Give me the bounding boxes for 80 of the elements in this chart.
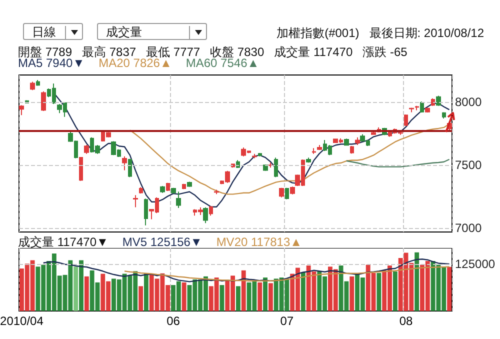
candlestick (79, 156, 83, 182)
candlestick (279, 187, 284, 198)
candlestick (133, 194, 138, 208)
candlestick (404, 114, 408, 126)
chart-subtitle: 開盤 7789 最高 7837 最低 7777 收盤 7830 成交量 117470 漲跌 -65 (18, 44, 408, 59)
y-tick-label: 8000 (455, 95, 482, 110)
x-tick-label: 07 (280, 314, 294, 328)
candlestick (144, 198, 148, 226)
bar (79, 260, 84, 311)
candlestick (355, 136, 360, 146)
bar (258, 282, 262, 311)
candlestick (252, 153, 257, 159)
bar (350, 276, 354, 311)
bar (447, 266, 452, 311)
candlestick (350, 145, 354, 154)
candlestick (344, 138, 349, 146)
candlestick (128, 158, 132, 178)
bar (236, 286, 240, 311)
bar (144, 273, 148, 311)
bar (182, 282, 186, 311)
candlestick (263, 164, 268, 172)
candlestick (317, 144, 322, 151)
candlestick (415, 105, 419, 111)
candlestick (41, 90, 46, 112)
line-series (346, 158, 450, 168)
candlestick (122, 156, 127, 171)
candlestick (442, 112, 446, 120)
candlestick (182, 183, 186, 190)
candlestick (36, 80, 40, 86)
candlestick (371, 130, 376, 136)
candlestick (285, 187, 289, 200)
text: MV5 125156▼ (122, 235, 202, 249)
y-tick-label: 125000 (455, 256, 496, 271)
candlestick (306, 157, 311, 164)
candlestick (274, 157, 278, 178)
candlestick (409, 107, 414, 113)
candlestick (312, 148, 316, 154)
candlestick (160, 185, 165, 194)
bar (220, 285, 224, 311)
candlestick (30, 81, 35, 91)
candlestick (231, 163, 235, 168)
y-tick-label: 7000 (455, 221, 482, 236)
x-tick-label: 06 (166, 314, 180, 328)
candlestick (19, 104, 24, 116)
candlestick (290, 186, 295, 195)
candlestick (258, 152, 262, 157)
x-tick-label: 08 (399, 314, 413, 328)
candlestick (420, 100, 424, 113)
bar (263, 278, 268, 311)
candlestick (209, 206, 213, 216)
text: 日線 (23, 23, 83, 40)
bar (300, 272, 306, 311)
candlestick (187, 181, 192, 188)
candlestick (176, 191, 181, 209)
candlestick (139, 186, 143, 194)
bar (392, 272, 398, 311)
bar (74, 266, 78, 311)
candlestick (171, 187, 176, 194)
bar (241, 270, 246, 311)
candlestick (203, 206, 208, 224)
candlestick (425, 107, 430, 113)
line-series (54, 92, 450, 208)
candlestick (214, 189, 219, 195)
candlestick (166, 182, 170, 192)
bar (84, 276, 89, 311)
text: MV20 117813▲ (216, 235, 302, 249)
text: 成交量 (97, 23, 207, 40)
bar (138, 286, 143, 311)
chart-title: 加權指數(#001) 最後日期: 2010/08/12 (276, 25, 484, 42)
bar (268, 283, 273, 311)
bar (414, 252, 420, 311)
series-label: 成交量 117470▼ (18, 235, 108, 249)
x-tick-label: 2010/04 (0, 314, 44, 328)
candlestick (436, 95, 441, 106)
candlestick (431, 98, 435, 106)
candlestick (268, 162, 273, 168)
y-tick-label: 7500 (455, 158, 482, 172)
bar (376, 273, 382, 311)
candlestick (236, 160, 240, 168)
candlestick (84, 144, 89, 154)
